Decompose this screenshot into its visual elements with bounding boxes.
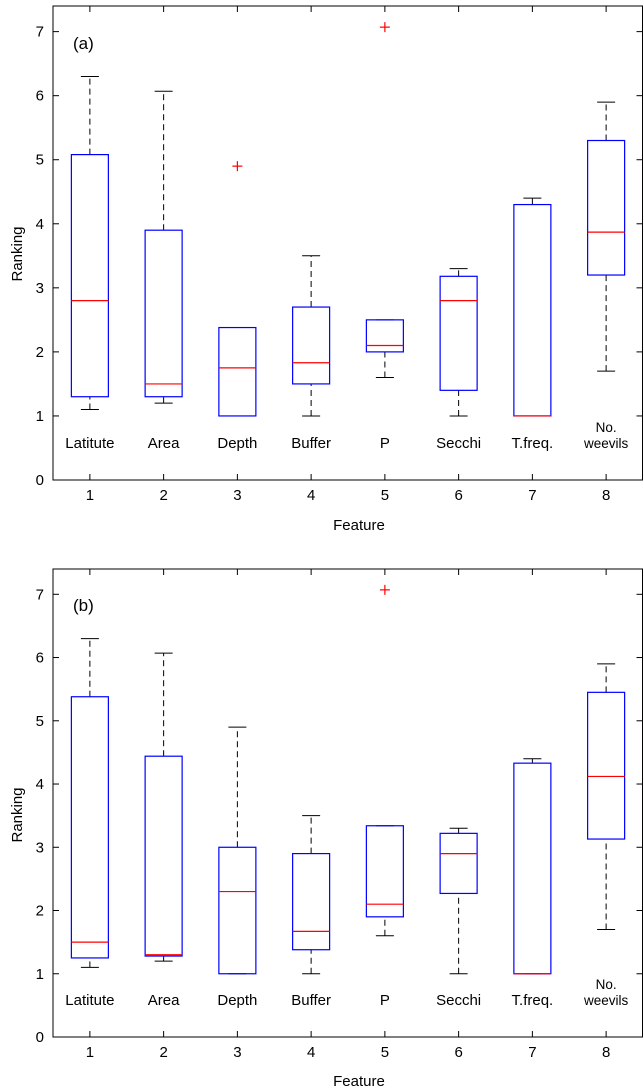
box-feature-5 (365, 584, 404, 937)
box-feature-4 (292, 815, 331, 975)
box (587, 139, 626, 276)
box (144, 229, 183, 398)
x-tick-label: 2 (159, 487, 167, 504)
box (70, 154, 109, 398)
box-feature-7 (513, 197, 552, 417)
box-feature-7 (513, 758, 552, 975)
y-tick-label: 1 (36, 966, 44, 983)
y-tick-label: 6 (36, 88, 44, 105)
box-feature-6 (439, 268, 478, 417)
box-feature-8 (587, 663, 626, 930)
x-tick-label: 6 (454, 487, 462, 504)
y-tick-label: 2 (36, 903, 44, 920)
feature-label: P (380, 435, 390, 452)
x-tick-label: 3 (233, 487, 241, 504)
x-tick-label: 1 (86, 1044, 94, 1061)
y-tick-label: 6 (36, 650, 44, 667)
x-tick-label: 4 (307, 1044, 315, 1061)
box (439, 832, 478, 895)
y-tick-label: 0 (36, 1029, 44, 1046)
feature-label: P (380, 992, 390, 1009)
feature-label: T.freq. (512, 992, 554, 1009)
feature-label: Depth (217, 435, 257, 452)
box (587, 691, 626, 840)
box (513, 203, 552, 417)
box (439, 275, 478, 391)
panel-label: (b) (73, 596, 94, 615)
box-feature-1 (70, 75, 109, 411)
y-tick-label: 3 (36, 839, 44, 856)
feature-label: Buffer (291, 992, 331, 1009)
y-tick-label: 0 (36, 472, 44, 489)
y-tick-label: 5 (36, 152, 44, 169)
box (365, 825, 404, 918)
box (292, 852, 331, 951)
panel-a: (a) Feature Ranking 0 1 2 3 4 5 6 7 1 2 3 4 5 6 7 8 Lati… (9, 5, 643, 534)
feature-label: T.freq. (512, 435, 554, 452)
feature-label: No. (596, 977, 617, 992)
x-tick-label: 1 (86, 487, 94, 504)
box-feature-1 (70, 638, 109, 968)
box (70, 696, 109, 959)
plot-frame (52, 568, 643, 1038)
x-tick-label: 5 (381, 1044, 389, 1061)
feature-label: Area (148, 435, 180, 452)
box-feature-6 (439, 827, 478, 975)
box-feature-3 (218, 726, 257, 975)
feature-label: Secchi (436, 435, 481, 452)
box (144, 755, 183, 957)
y-tick-label: 2 (36, 344, 44, 361)
y-tick-label: 4 (36, 776, 44, 793)
outlier-marker (379, 584, 390, 595)
box-feature-8 (587, 101, 626, 372)
x-tick-label: 2 (159, 1044, 167, 1061)
feature-label: Latitute (65, 992, 114, 1009)
box-feature-4 (292, 255, 331, 417)
y-tick-label: 7 (36, 586, 44, 603)
feature-label: weevils (583, 993, 629, 1008)
y-axis-label: Ranking (9, 787, 26, 842)
x-tick-label: 7 (528, 487, 536, 504)
feature-label: No. (596, 420, 617, 435)
x-tick-label: 4 (307, 487, 315, 504)
y-tick-label: 7 (36, 24, 44, 41)
feature-label: Area (148, 992, 180, 1009)
y-tick-label: 4 (36, 216, 44, 233)
plot-frame (52, 5, 643, 481)
box-feature-3 (218, 161, 257, 417)
feature-label: weevils (583, 436, 629, 451)
box (292, 306, 331, 385)
feature-label: Secchi (436, 992, 481, 1009)
box-feature-5 (365, 22, 404, 379)
x-tick-label: 8 (602, 1044, 610, 1061)
x-tick-label: 8 (602, 487, 610, 504)
panel-b: (b) Feature Ranking 0 1 2 3 4 5 6 7 1 2 3 4 5 6 7 8 Lati… (9, 568, 643, 1090)
y-tick-label: 3 (36, 280, 44, 297)
box (218, 846, 257, 975)
x-axis-label: Feature (333, 1073, 385, 1090)
panel-label: (a) (73, 34, 94, 53)
box (365, 319, 404, 353)
box-feature-2 (144, 652, 183, 962)
box (218, 326, 257, 417)
x-tick-label: 6 (454, 1044, 462, 1061)
x-tick-label: 7 (528, 1044, 536, 1061)
feature-label: Latitute (65, 435, 114, 452)
y-tick-label: 5 (36, 713, 44, 730)
x-tick-label: 5 (381, 487, 389, 504)
box-feature-2 (144, 90, 183, 404)
outlier-marker (379, 22, 390, 33)
box (513, 762, 552, 975)
feature-label: Buffer (291, 435, 331, 452)
outlier-marker (232, 161, 243, 172)
feature-label: Depth (217, 992, 257, 1009)
y-axis-label: Ranking (9, 226, 26, 281)
x-axis-label: Feature (333, 517, 385, 534)
y-tick-label: 1 (36, 408, 44, 425)
x-tick-label: 3 (233, 1044, 241, 1061)
